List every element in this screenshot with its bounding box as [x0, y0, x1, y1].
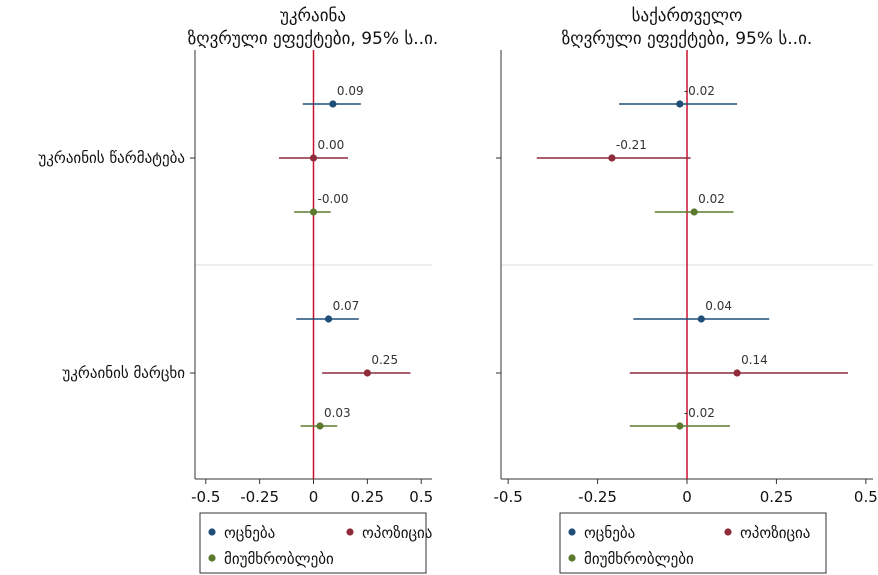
data-label: 0.04	[705, 299, 732, 313]
legend-marker	[724, 528, 732, 536]
legend: ოცნება ოპოზიცია მიუმხრობლები	[199, 512, 432, 574]
x-tick-label: 0.25	[351, 488, 384, 506]
legend-item: მიუმხრობლები	[568, 550, 694, 568]
legend-label: ოპოზიცია	[362, 524, 432, 542]
point-estimate	[733, 369, 741, 377]
legend-item: ოცნება	[208, 524, 275, 542]
data-label: 0.02	[698, 192, 725, 206]
legend-marker	[568, 554, 576, 562]
x-tick-label: 0	[682, 488, 692, 506]
x-tick-label: -0.5	[494, 488, 523, 506]
x-tick-label: 0.5	[854, 488, 878, 506]
legend-marker	[346, 528, 354, 536]
legend-label: ოცნება	[584, 524, 635, 542]
data-label: -0.02	[684, 84, 715, 98]
panel-title: უკრაინა	[280, 6, 346, 26]
panel-title: საქართველო	[632, 6, 743, 26]
panel-subtitle: ზღვრული ეფექტები, 95% ს..ი.	[562, 29, 813, 49]
legend-item: მიუმხრობლები	[208, 550, 334, 568]
x-tick-label: -0.25	[578, 488, 617, 506]
x-tick-label: 0	[309, 488, 319, 506]
panel-ukraine: უკრაინა ზღვრული ეფექტები, 95% ს..ი. უკრაინ…	[38, 6, 438, 506]
data-label: -0.02	[684, 406, 715, 420]
panel-georgia: საქართველო ზღვრული ეფექტები, 95% ს..ი. -0.…	[494, 6, 878, 506]
data-label: 0.14	[741, 353, 768, 367]
y-tick-label: უკრაინის წარმატება	[38, 149, 185, 167]
panel-subtitle: ზღვრული ეფექტები, 95% ს..ი.	[188, 29, 439, 49]
legend-label: ოპოზიცია	[740, 524, 810, 542]
point-estimate	[676, 422, 684, 430]
legend-marker	[208, 528, 216, 536]
point-estimate	[676, 100, 684, 108]
legend-box	[559, 512, 827, 574]
x-tick-label: -0.25	[240, 488, 279, 506]
legend-label: მიუმხრობლები	[224, 550, 334, 568]
data-label: 0.25	[371, 353, 398, 367]
legend-item: ოპოზიცია	[724, 524, 810, 542]
x-tick-label: -0.5	[191, 488, 220, 506]
data-label: -0.21	[616, 138, 647, 152]
data-label: 0.00	[318, 138, 345, 152]
x-tick-label: 0.5	[409, 488, 433, 506]
point-estimate	[309, 154, 318, 162]
legend-marker	[208, 554, 216, 562]
legend-marker	[568, 528, 576, 536]
point-estimate	[329, 100, 337, 108]
data-label: 0.07	[333, 299, 360, 313]
point-estimate	[324, 315, 333, 323]
point-estimate	[697, 315, 705, 323]
point-estimate	[690, 208, 698, 216]
point-estimate	[309, 208, 318, 216]
legend-label: ოცნება	[224, 524, 275, 542]
legend-label: მიუმხრობლები	[584, 550, 694, 568]
legend-item: ოპოზიცია	[346, 524, 432, 542]
legend-item: ოცნება	[568, 524, 635, 542]
data-label: -0.00	[318, 192, 349, 206]
data-label: 0.09	[337, 84, 364, 98]
legend: ოცნება ოპოზიცია მიუმხრობლები	[559, 512, 827, 574]
legend-box	[199, 512, 427, 574]
point-estimate	[316, 422, 324, 430]
point-estimate	[363, 369, 371, 377]
y-tick-label: უკრაინის მარცხი	[62, 364, 185, 382]
x-tick-label: 0.25	[760, 488, 793, 506]
data-label: 0.03	[324, 406, 351, 420]
point-estimate	[608, 154, 616, 162]
